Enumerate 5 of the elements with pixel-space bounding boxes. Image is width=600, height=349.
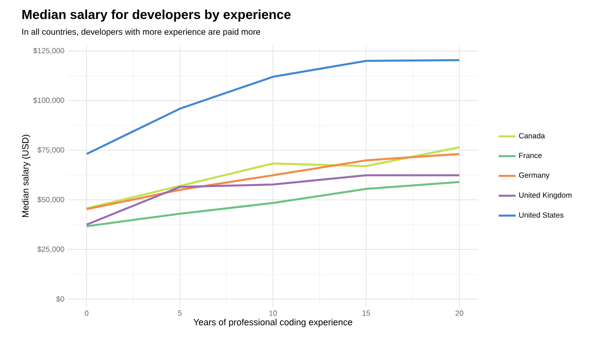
line-series bbox=[86, 59, 460, 155]
y-axis-title: Median salary (USD) bbox=[22, 134, 30, 218]
chart-subtitle: In all countries, developers with more experience are paid more bbox=[22, 28, 260, 36]
x-axis-title: Years of professional coding experience bbox=[194, 318, 352, 328]
chart-title: Median salary for developers by experience bbox=[22, 10, 291, 22]
